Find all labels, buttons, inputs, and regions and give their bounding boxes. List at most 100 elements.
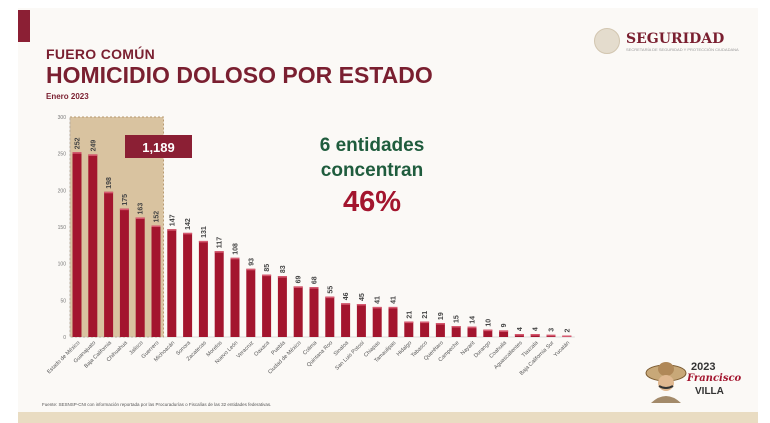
badge-name1: Francisco (687, 373, 742, 384)
bar-cap (135, 217, 145, 219)
bar-cap (262, 274, 272, 277)
page-title: HOMICIDIO DOLOSO POR ESTADO (46, 62, 433, 88)
category-label: Aguascalientes (493, 340, 524, 371)
data-label: 175 (122, 194, 129, 206)
logo-sub: SECRETARÍA DE SEGURIDAD Y PROTECCIÓN CIU… (626, 46, 739, 52)
data-label: 9 (501, 323, 508, 327)
data-label: 198 (106, 177, 113, 189)
bar-cap (420, 321, 430, 324)
bar-cap (435, 323, 445, 325)
kicker: FUERO COMÚN (46, 46, 156, 62)
conclusion-percent: 46% (342, 186, 402, 218)
bar-cap (230, 257, 240, 260)
bar-cap (388, 306, 398, 309)
data-label: 19 (438, 312, 445, 320)
bar-cap (309, 287, 319, 289)
data-label: 41 (375, 296, 382, 304)
seguridad-logo: SEGURIDAD SECRETARÍA DE SEGURIDAD Y PROT… (594, 28, 739, 54)
data-label: 45 (359, 293, 366, 301)
category-label: Veracruz (236, 340, 256, 360)
y-tick-label: 50 (60, 298, 66, 304)
bar (277, 276, 287, 337)
bar (104, 191, 114, 337)
bar (420, 321, 430, 337)
bar-cap (530, 334, 540, 336)
bar (388, 306, 398, 337)
badge-name2: VILLA (695, 386, 724, 397)
category-label: Oaxaca (253, 340, 271, 358)
data-label: 55 (327, 286, 334, 294)
bar-cap (88, 154, 98, 156)
data-label: 69 (296, 276, 303, 284)
bar (404, 321, 414, 337)
data-label: 152 (154, 211, 161, 223)
y-tick-label: 150 (58, 225, 67, 231)
francisco-villa-badge: 2023 Francisco VILLA (645, 355, 745, 407)
y-tick-label: 250 (58, 152, 67, 158)
data-label: 117 (217, 237, 224, 248)
bar (262, 274, 272, 337)
bar-cap (104, 191, 114, 194)
bar (499, 330, 509, 337)
accent-tab (18, 10, 30, 42)
bar-cap (404, 321, 414, 324)
bar (325, 296, 335, 337)
bar-cap (562, 335, 572, 338)
bar (230, 257, 240, 337)
villa-portrait-icon (645, 362, 687, 403)
y-tick-label: 200 (58, 188, 67, 194)
data-label: 83 (280, 265, 287, 273)
data-label: 68 (312, 276, 319, 284)
bar-cap (183, 232, 193, 235)
bar (483, 329, 493, 337)
bar (88, 154, 98, 337)
data-label: 85 (264, 264, 271, 272)
bar-cap (246, 268, 256, 271)
bar (341, 303, 351, 337)
bar-cap (167, 229, 177, 231)
bar-cap (372, 306, 382, 309)
bar (119, 208, 129, 337)
bar (198, 240, 208, 337)
total-value: 1,189 (142, 140, 175, 155)
data-label: 21 (422, 311, 429, 319)
total-box (125, 135, 192, 158)
data-label: 41 (391, 296, 398, 304)
bar-cap (151, 225, 161, 228)
bar-cap (467, 326, 477, 329)
bar (135, 217, 145, 337)
y-tick-label: 0 (63, 335, 66, 341)
logo-name: SEGURIDAD (626, 30, 725, 47)
data-label: 15 (454, 315, 461, 323)
bar (372, 306, 382, 337)
conclusion-line2: concentran (320, 160, 424, 181)
badge-year: 2023 (691, 361, 716, 373)
data-label: 2 (564, 329, 571, 333)
bar (309, 287, 319, 337)
bar-cap (356, 304, 366, 306)
data-label: 10 (485, 319, 492, 327)
bar-cap (325, 296, 335, 299)
bar (183, 232, 193, 337)
bar-cap (198, 240, 208, 243)
bar (451, 326, 461, 337)
data-label: 14 (470, 316, 477, 324)
data-label: 21 (406, 311, 413, 319)
bar (356, 304, 366, 337)
category-label: San Luis Potosí (334, 340, 366, 372)
category-label: Yucatán (553, 340, 571, 358)
bar-cap (119, 208, 129, 211)
bar-cap (72, 152, 82, 154)
data-label: 142 (185, 218, 192, 230)
bar-cap (499, 330, 509, 332)
data-label: 93 (248, 258, 255, 266)
data-label: 4 (517, 327, 524, 331)
seal-icon (594, 28, 620, 54)
bar-cap (277, 276, 287, 278)
period-subtitle: Enero 2023 (46, 92, 89, 101)
bar-cap (483, 329, 493, 332)
data-label: 46 (343, 292, 350, 300)
data-label: 131 (201, 226, 208, 238)
data-label: 249 (90, 140, 97, 152)
